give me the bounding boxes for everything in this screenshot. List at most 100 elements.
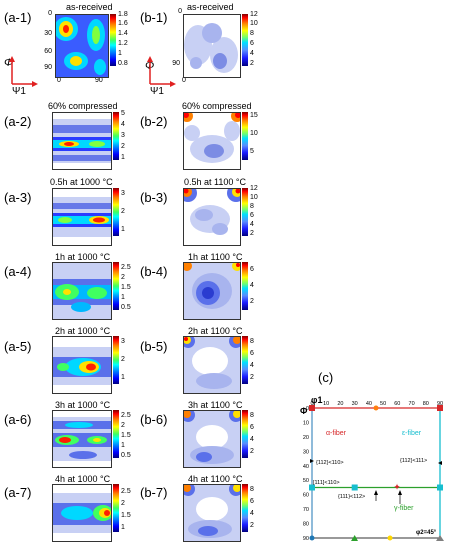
gamma-fiber-label: γ-fiber xyxy=(394,505,414,512)
odf-contours-a4 xyxy=(53,263,111,319)
odf-map-b3 xyxy=(179,184,245,246)
arrow-112-111 xyxy=(438,461,442,465)
cbar-b5-t1: 6 xyxy=(250,350,254,357)
cbar-b5-t0: 8 xyxy=(250,338,254,345)
left-tick-70: 70 xyxy=(303,507,309,513)
odf-contours-b6 xyxy=(181,408,243,467)
odf-map-a7 xyxy=(52,484,113,542)
colorbar-b3 xyxy=(242,188,248,236)
odf-map-a2 xyxy=(52,112,112,170)
panel-c-phi-label: Φ xyxy=(300,406,308,416)
cbar-b1-t5: 2 xyxy=(250,60,254,67)
odf-contours-b7 xyxy=(181,482,243,541)
odf-map-b7 xyxy=(181,482,243,542)
row-label-b1: (b-1) xyxy=(140,10,168,25)
phi2-label: φ2=45° xyxy=(416,530,437,536)
cbar-a4-t3: 1 xyxy=(121,294,125,301)
cbar-b5-t2: 4 xyxy=(250,362,254,369)
row-label-b5: (b-5) xyxy=(140,339,168,354)
top-tick-40: 40 xyxy=(366,401,372,407)
cbar-b3-t3: 6 xyxy=(250,212,254,219)
a1-ytick-90: 90 xyxy=(44,64,52,71)
marker-0-55 xyxy=(309,484,315,491)
top-tick-20: 20 xyxy=(337,401,343,407)
row-label-b3: (b-3) xyxy=(140,190,168,205)
cbar-a3-t0: 3 xyxy=(121,190,125,197)
odf-contours-b1 xyxy=(184,15,240,77)
top-tick-30: 30 xyxy=(352,401,358,407)
odf-map-a1 xyxy=(54,14,109,78)
cbar-a7-t0: 2.5 xyxy=(121,488,131,495)
left-tick-0: 0 xyxy=(306,406,309,412)
colorbar-a7 xyxy=(113,484,119,532)
row-label-a2: (a-2) xyxy=(4,114,32,129)
title-b1: as-received xyxy=(187,2,234,12)
top-tick-90: 90 xyxy=(437,401,443,407)
alpha-fiber-label: α-fiber xyxy=(326,430,347,437)
cbar-a1-t2: 1.4 xyxy=(118,30,128,37)
top-tick-80: 80 xyxy=(423,401,429,407)
comp-112-110-label: {112}<110> xyxy=(316,460,344,466)
cbar-a6-t1: 2 xyxy=(121,422,125,429)
cbar-b4-t0: 6 xyxy=(250,266,254,273)
cbar-b7-t2: 4 xyxy=(250,510,254,517)
cbar-b6-t1: 6 xyxy=(250,424,254,431)
cbar-a4-t4: 0.5 xyxy=(121,304,131,311)
cbar-b2-t0: 15 xyxy=(250,112,258,119)
title-a7: 4h at 1000 °C xyxy=(55,474,111,484)
odf-map-a4 xyxy=(52,262,112,320)
top-tick-70: 70 xyxy=(409,401,415,407)
a1-psi1-axis-label: Ψ1 xyxy=(12,86,26,97)
colorbar-a6 xyxy=(113,410,119,458)
odf-contours-b2 xyxy=(181,110,243,169)
colorbar-a2 xyxy=(113,112,119,160)
marker-55-90 xyxy=(387,535,393,541)
title-b2: 60% compressed xyxy=(182,101,252,111)
marker-90-90 xyxy=(436,535,444,541)
cbar-b7-t0: 8 xyxy=(250,486,254,493)
cbar-a5-t2: 1 xyxy=(121,374,125,381)
cbar-b6-t0: 8 xyxy=(250,412,254,419)
cbar-b3-t1: 10 xyxy=(250,194,258,201)
title-b6: 3h at 1100 °C xyxy=(188,400,243,410)
comp-112-111-label: {112}<111> xyxy=(400,458,427,464)
odf-map-a6 xyxy=(52,410,112,468)
cbar-b1-t3: 6 xyxy=(250,40,254,47)
a1-ytick-60: 60 xyxy=(44,48,52,55)
cbar-a6-t2: 1.5 xyxy=(121,432,131,439)
row-label-b2: (b-2) xyxy=(140,114,168,129)
top-axis-ticks: 0 10 20 30 40 50 60 70 80 90 xyxy=(310,401,443,407)
colorbar-a4 xyxy=(113,262,119,310)
colorbar-b1 xyxy=(242,14,248,66)
row-label-a3: (a-3) xyxy=(4,190,32,205)
title-a4: 1h at 1000 °C xyxy=(55,252,111,262)
colorbar-a3 xyxy=(113,188,119,236)
odf-contours-a3 xyxy=(53,189,111,245)
cbar-b2-t1: 10 xyxy=(250,130,258,137)
colorbar-a1 xyxy=(110,14,116,66)
row-label-a1: (a-1) xyxy=(4,10,32,25)
cbar-a6-t3: 1 xyxy=(121,442,125,449)
odf-contours-a2 xyxy=(53,113,111,169)
top-tick-10: 10 xyxy=(323,401,329,407)
cbar-a4-t0: 2.5 xyxy=(121,264,131,271)
odf-contours-a1 xyxy=(54,15,108,77)
cbar-a7-t3: 1 xyxy=(121,524,125,531)
left-tick-40: 40 xyxy=(303,464,309,470)
arrow-112-110 xyxy=(310,459,314,463)
odf-contours-b3 xyxy=(179,184,245,245)
left-tick-30: 30 xyxy=(303,449,309,455)
colorbar-a5 xyxy=(113,336,119,384)
epsilon-fiber-label: ε-fiber xyxy=(402,430,422,437)
cbar-b3-t5: 2 xyxy=(250,230,254,237)
panel-c-phi1-label: φ1 xyxy=(311,395,323,405)
top-tick-50: 50 xyxy=(380,401,386,407)
row-label-b6: (b-6) xyxy=(140,412,168,427)
odf-map-b2 xyxy=(181,110,243,170)
title-a1: as-received xyxy=(66,2,113,12)
colorbar-b5 xyxy=(242,336,248,384)
colorbar-b2 xyxy=(242,112,248,160)
cbar-b6-t2: 4 xyxy=(250,436,254,443)
a1-xtick-0: 0 xyxy=(57,77,61,84)
cbar-a3-t2: 1 xyxy=(121,226,125,233)
